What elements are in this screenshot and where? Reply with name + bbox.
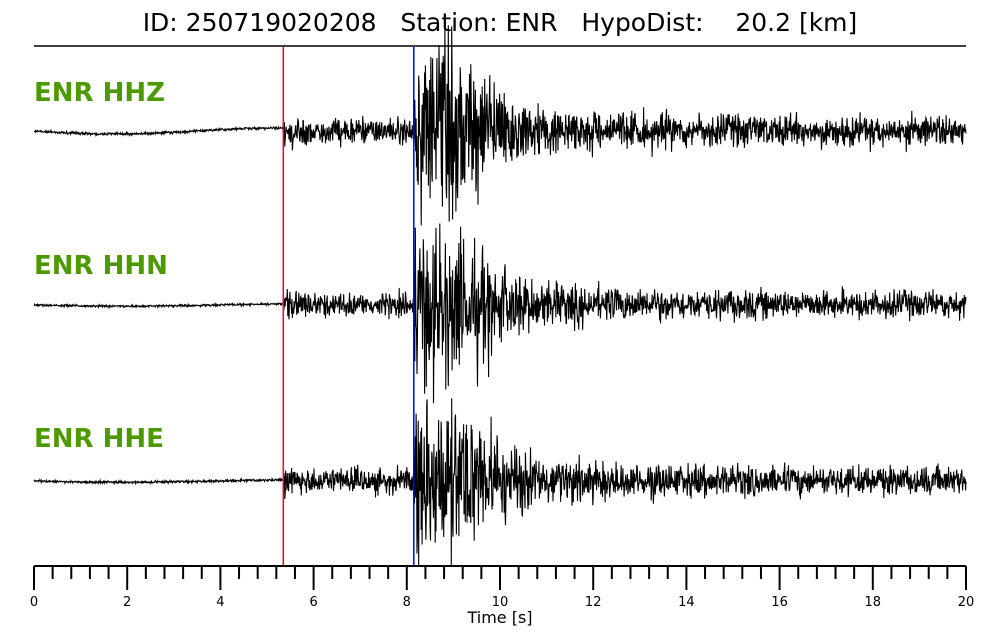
tick-label: 2 [123, 595, 131, 610]
tick-label: 6 [309, 595, 317, 610]
time-axis: 0 2 4 6 8 10 12 14 16 18 20 [30, 565, 975, 610]
x-axis-label: Time [s] [466, 608, 532, 627]
tick-label: 4 [216, 595, 224, 610]
picks-group [282, 47, 415, 566]
trace-enr-hhn [33, 223, 967, 404]
tick-label: 16 [771, 595, 788, 610]
tick-label: 10 [492, 595, 509, 610]
trace-enr-hhe [33, 398, 967, 566]
tick-label: 12 [585, 595, 602, 610]
channel-label-enr-hhz: ENR HHZ [34, 78, 165, 108]
trace-enr-hhz [33, 25, 967, 226]
tick-label: 8 [403, 595, 411, 610]
channel-label-enr-hhe: ENR HHE [34, 424, 164, 454]
channel-labels-group: ENR HHZ ENR HHN ENR HHE [34, 78, 168, 454]
tick-label: 14 [678, 595, 695, 610]
tick-label: 0 [30, 595, 38, 610]
chart-title: ID: 250719020208 Station: ENR HypoDist: … [142, 8, 858, 37]
tick-label: 20 [958, 595, 975, 610]
channel-label-enr-hhn: ENR HHN [34, 251, 168, 281]
tick-label: 18 [865, 595, 882, 610]
traces-group [33, 25, 967, 566]
